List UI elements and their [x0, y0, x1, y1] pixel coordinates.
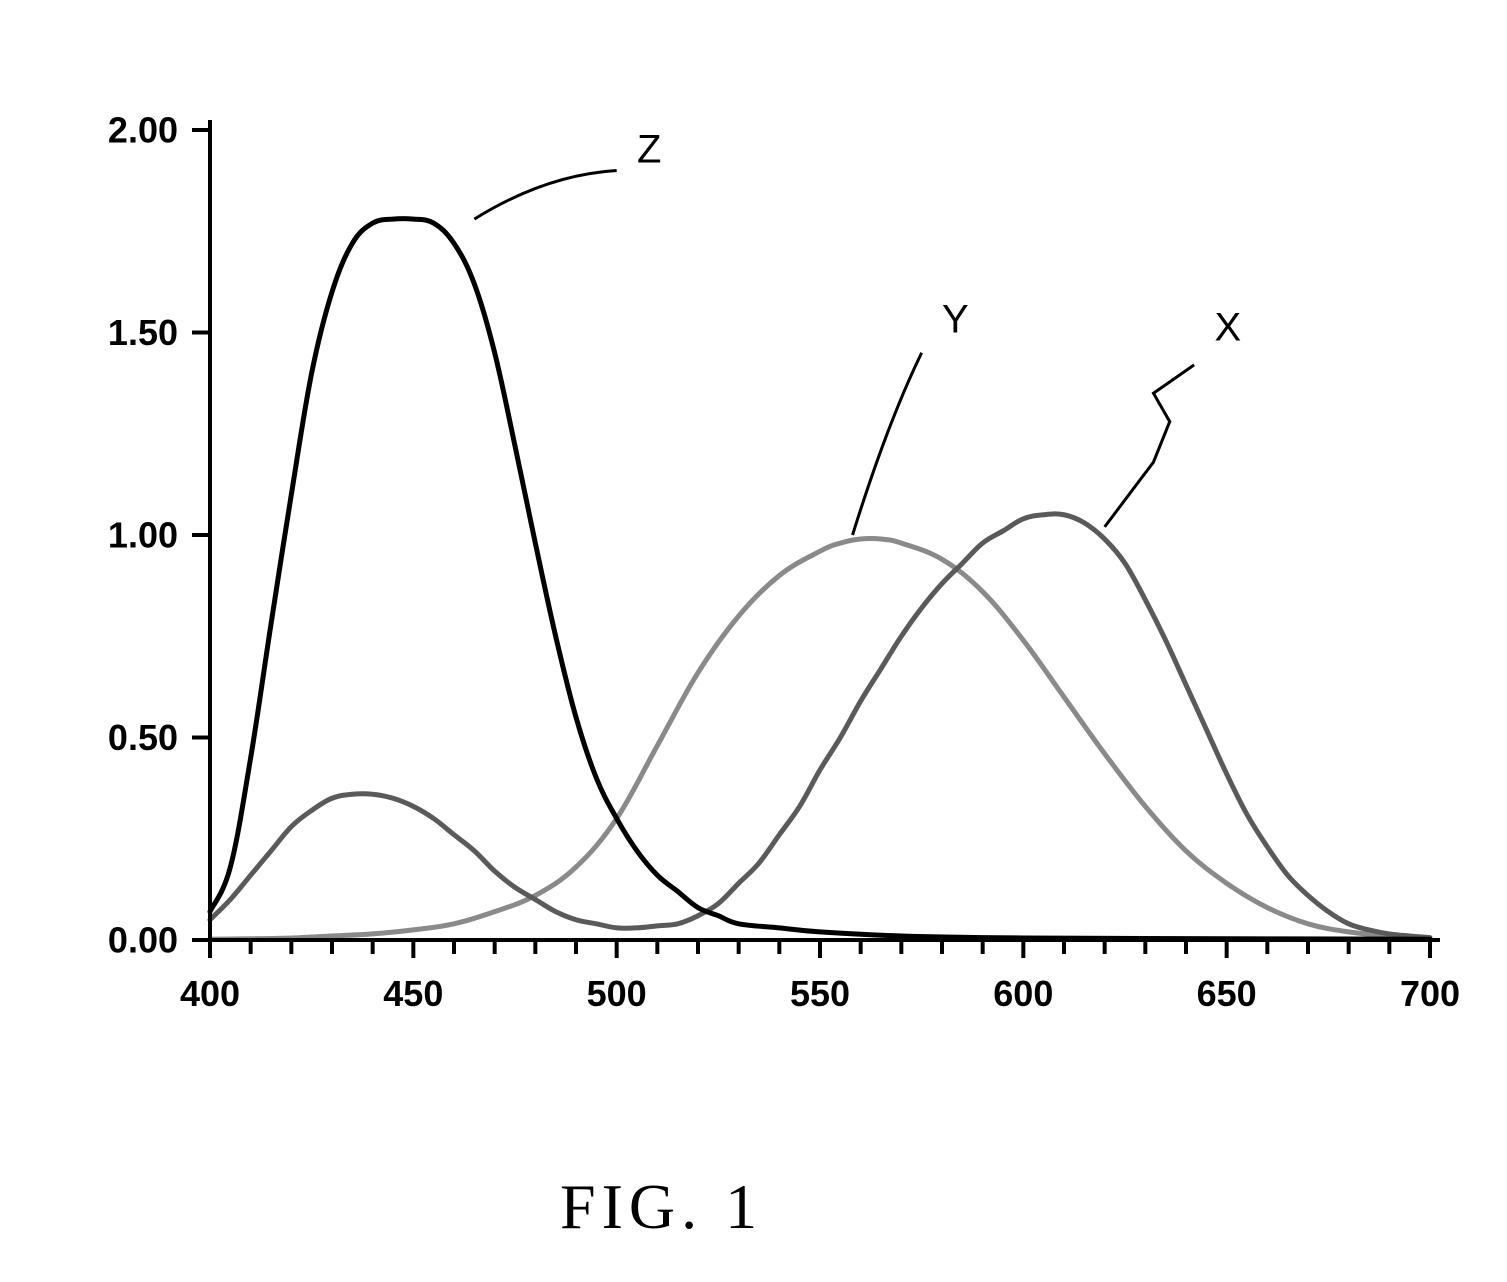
chart-container: 0.00 0.50 1.00 1.50 2.00 400 450 500 550 600 650 70…	[0, 20, 1507, 1145]
y-tick-label: 1.50	[108, 312, 178, 353]
y-tick-label: 0.50	[108, 717, 178, 758]
figure-caption: FIG. 1	[560, 1170, 763, 1244]
page: 0.00 0.50 1.00 1.50 2.00 400 450 500 550 600 650 70…	[0, 0, 1507, 1282]
line-chart: 0.00 0.50 1.00 1.50 2.00 400 450 500 550 600 650 70…	[0, 20, 1507, 1140]
x-tick-label: 650	[1197, 973, 1257, 1014]
y-tick-label: 1.00	[108, 515, 178, 556]
y-tick-label: 0.00	[108, 920, 178, 961]
x-tick-label: 400	[180, 973, 240, 1014]
x-tick-label: 600	[993, 973, 1053, 1014]
series-label-z: Z	[637, 127, 661, 171]
series-label-y: Y	[942, 298, 969, 342]
x-tick-label: 450	[383, 973, 443, 1014]
x-tick-label: 500	[587, 973, 647, 1014]
y-tick-label: 2.00	[108, 110, 178, 151]
series-label-x: X	[1214, 306, 1241, 350]
x-tick-label: 550	[790, 973, 850, 1014]
x-tick-label: 700	[1400, 973, 1460, 1014]
